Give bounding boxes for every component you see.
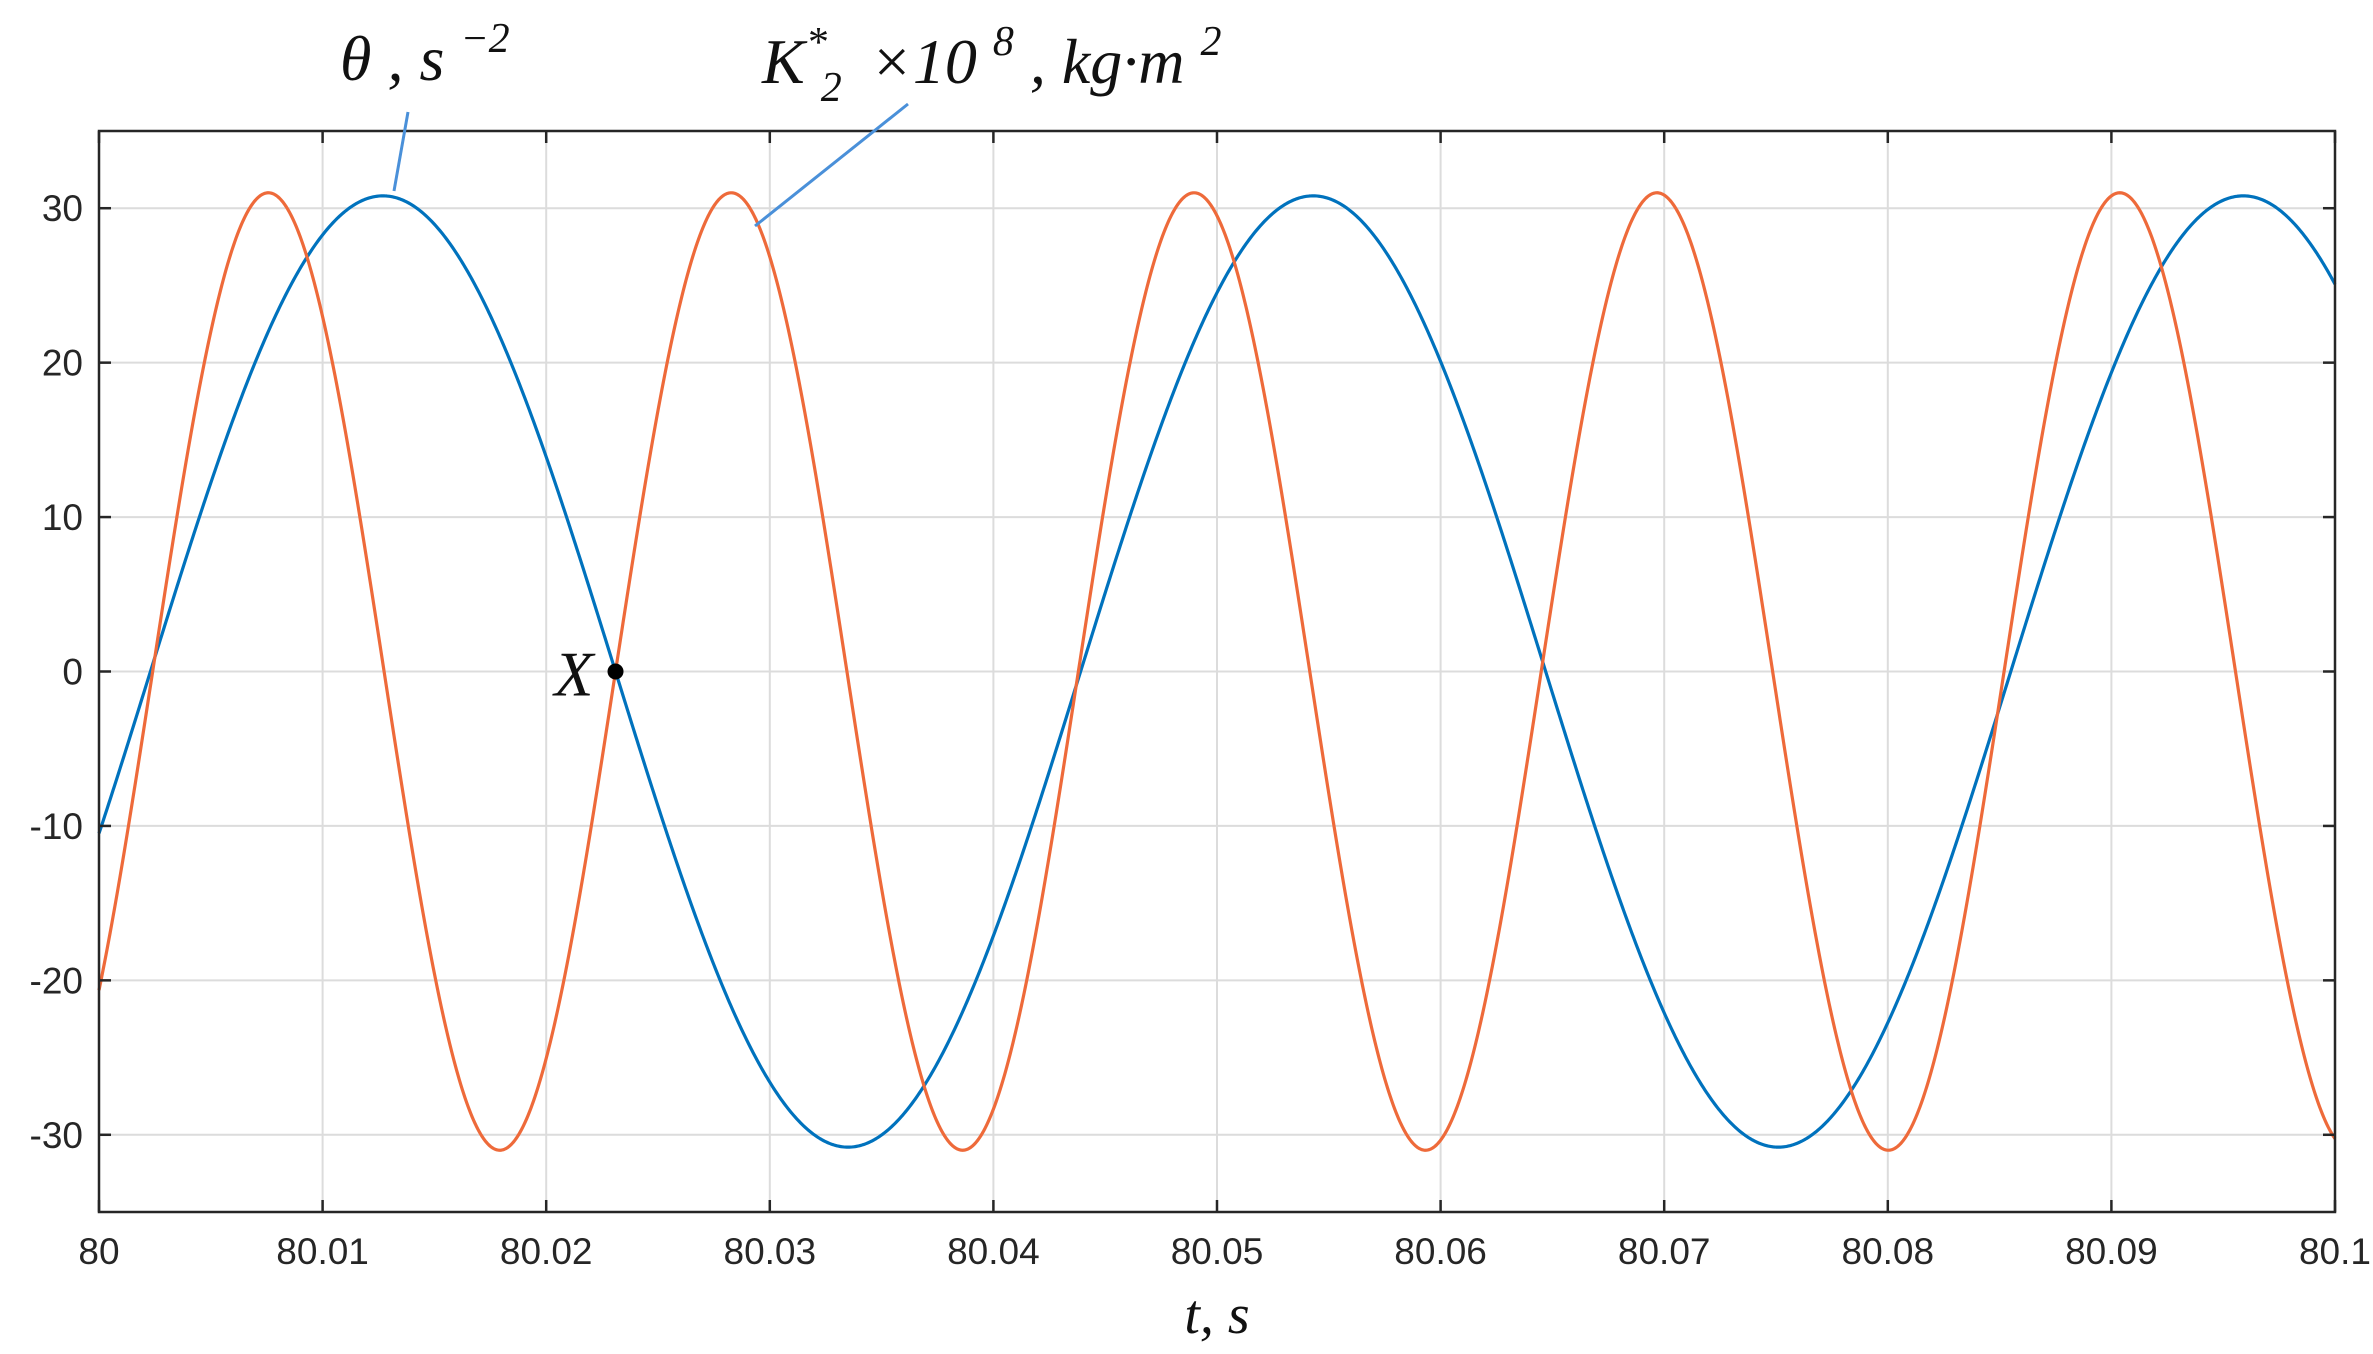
x-tick-label: 80.08 — [1842, 1231, 1935, 1272]
series-line-theta — [97, 194, 2337, 1149]
y-tick-label: 10 — [42, 497, 83, 538]
theta-sep: , s — [387, 23, 444, 94]
y-tick-label: -30 — [30, 1115, 83, 1156]
k-series-label: K 2 ×10 8 , kg·m 2 — [761, 0, 1222, 115]
theta-label-leader — [392, 111, 410, 192]
y-tick-label: 20 — [42, 343, 83, 384]
x-axis-label: t, s — [1184, 1284, 1249, 1346]
y-tick-label: -20 — [30, 960, 83, 1001]
k-label-leader — [754, 102, 909, 228]
k-subscript: 2 — [821, 65, 842, 111]
axis-ticks — [97, 131, 2337, 1212]
theta-unit-exponent: −2 — [460, 16, 509, 62]
x-tick-label: 80.1 — [2299, 1231, 2371, 1272]
k-unit-exponent: 2 — [1201, 19, 1222, 65]
series-lines — [97, 191, 2337, 1152]
x-tick-label: 80.06 — [1394, 1231, 1487, 1272]
theta-symbol: θ — [340, 23, 371, 94]
x-tick-label: 80.05 — [1171, 1231, 1264, 1272]
k-multiplier-exponent: 8 — [993, 19, 1014, 65]
series-line-k — [97, 191, 2337, 1152]
x-tick-label: 80 — [78, 1231, 119, 1272]
theta-double-dot: ¨ — [350, 0, 374, 48]
y-tick-label: -10 — [30, 806, 83, 847]
x-tick-labels: 80 80.01 80.02 80.03 80.04 80.05 80.06 80.07 80.… — [78, 1231, 2371, 1272]
x-tick-label: 80.09 — [2065, 1231, 2158, 1272]
intersection-point — [607, 663, 624, 680]
k-symbol: K — [761, 26, 808, 97]
y-tick-label: 0 — [62, 652, 83, 693]
y-tick-label: 30 — [42, 188, 83, 229]
y-tick-labels: -30 -20 -10 0 10 20 30 — [30, 188, 83, 1156]
x-tick-label: 80.04 — [947, 1231, 1040, 1272]
x-tick-label: 80.03 — [724, 1231, 817, 1272]
x-tick-label: 80.01 — [276, 1231, 369, 1272]
x-tick-label: 80.02 — [500, 1231, 593, 1272]
k-multiplier: ×10 — [870, 26, 977, 97]
k-unit: , kg·m — [1030, 26, 1185, 97]
intersection-point-label: X — [551, 639, 596, 710]
x-tick-label: 80.07 — [1618, 1231, 1711, 1272]
theta-series-label: θ , s −2 — [340, 16, 510, 94]
k-superscript-star: * — [806, 20, 827, 66]
